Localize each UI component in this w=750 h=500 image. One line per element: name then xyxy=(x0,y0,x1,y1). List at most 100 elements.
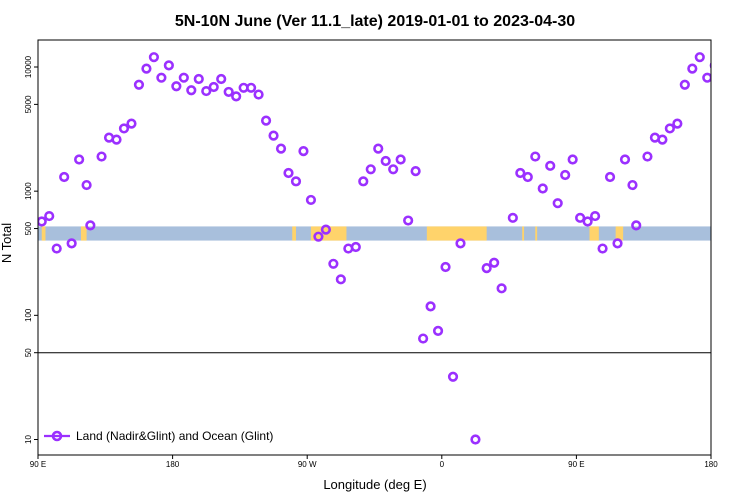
data-points xyxy=(38,52,711,445)
data-point xyxy=(373,143,384,154)
data-point xyxy=(627,179,638,191)
data-point xyxy=(507,212,518,223)
data-point xyxy=(589,210,601,222)
data-point xyxy=(672,118,683,129)
y-tick-label: 50 xyxy=(24,348,33,357)
data-point xyxy=(163,60,174,71)
data-point xyxy=(567,154,578,165)
data-point xyxy=(96,151,107,162)
data-point xyxy=(186,85,197,96)
land-segment xyxy=(535,226,538,241)
x-tick-label: 90 E xyxy=(30,460,46,469)
land-segment xyxy=(589,226,599,241)
data-point xyxy=(290,176,302,187)
chart-title: 5N-10N June (Ver 11.1_late) 2019-01-01 t… xyxy=(175,13,575,30)
x-axis-ticks: 90 E 180 90 W 0 90 E 180 xyxy=(30,455,718,469)
data-point xyxy=(59,171,70,183)
x-tick-label: 90 E xyxy=(568,460,584,469)
data-point xyxy=(81,179,92,191)
data-point xyxy=(410,166,421,177)
data-point xyxy=(74,154,85,165)
data-point xyxy=(268,130,279,141)
data-point xyxy=(522,171,533,183)
data-point xyxy=(657,134,668,145)
data-point xyxy=(388,164,399,175)
data-point xyxy=(111,134,122,145)
data-point xyxy=(223,86,234,98)
data-point xyxy=(260,115,272,126)
data-point xyxy=(515,167,526,179)
data-point xyxy=(489,257,500,268)
data-point xyxy=(432,325,444,336)
data-point xyxy=(313,231,324,242)
data-point xyxy=(275,143,287,154)
legend: Land (Nadir&Glint) and Ocean (Glint) xyxy=(44,429,273,443)
data-point xyxy=(328,258,339,269)
data-point xyxy=(395,154,406,165)
data-point xyxy=(530,151,541,162)
land-segment xyxy=(426,226,487,241)
x-tick-label: 180 xyxy=(704,460,718,469)
data-point xyxy=(440,261,451,273)
data-point xyxy=(496,283,507,294)
data-point xyxy=(156,72,167,83)
data-point xyxy=(298,146,309,157)
data-point xyxy=(193,73,204,85)
data-point xyxy=(85,220,96,231)
data-point xyxy=(38,216,47,227)
data-point xyxy=(141,63,152,74)
y-tick-label: 500 xyxy=(24,221,33,235)
data-point xyxy=(612,238,623,249)
data-point xyxy=(664,123,675,134)
data-point xyxy=(201,85,212,97)
data-point xyxy=(679,79,690,90)
data-point xyxy=(148,52,160,63)
data-point xyxy=(126,118,137,129)
data-point xyxy=(582,216,593,227)
land-segment xyxy=(41,226,46,241)
data-point xyxy=(631,220,642,231)
data-point xyxy=(320,224,331,235)
x-tick-label: 180 xyxy=(166,460,180,469)
data-point xyxy=(702,72,711,83)
y-tick-label: 1000 xyxy=(24,182,33,200)
data-point xyxy=(619,154,631,165)
y-tick-label: 5000 xyxy=(24,95,33,113)
data-point xyxy=(604,171,616,183)
data-point xyxy=(178,72,189,83)
data-point xyxy=(575,212,586,223)
data-point xyxy=(253,89,264,100)
y-tick-label: 100 xyxy=(24,308,33,322)
data-point xyxy=(455,238,466,249)
data-point xyxy=(305,194,317,206)
data-point xyxy=(365,164,376,175)
data-point xyxy=(597,243,608,254)
data-point xyxy=(642,151,653,162)
data-point xyxy=(694,52,705,63)
ocean-band xyxy=(38,226,711,241)
data-point xyxy=(447,371,459,382)
data-point xyxy=(118,123,130,134)
data-point xyxy=(545,160,556,171)
legend-label: Land (Nadir&Glint) and Ocean (Glint) xyxy=(76,429,273,443)
data-point xyxy=(246,82,257,93)
data-point xyxy=(687,63,698,74)
land-segment xyxy=(522,226,525,241)
x-axis-label: Longitude (deg E) xyxy=(323,477,426,492)
x-tick-label: 0 xyxy=(440,460,445,469)
x-tick-label: 90 W xyxy=(298,460,317,469)
data-point xyxy=(350,241,361,253)
land-segment xyxy=(615,226,624,241)
data-point xyxy=(470,434,481,445)
y-axis-ticks: 10 50 100 500 1000 5000 10000 xyxy=(24,55,38,444)
y-tick-label: 10000 xyxy=(24,55,33,78)
data-point xyxy=(418,333,429,344)
plot-area-frame xyxy=(37,39,712,456)
data-point xyxy=(171,81,182,92)
data-point xyxy=(283,167,294,179)
data-point xyxy=(216,73,227,85)
y-tick-label: 10 xyxy=(24,434,33,443)
data-point xyxy=(51,243,62,254)
land-segment xyxy=(292,226,296,241)
